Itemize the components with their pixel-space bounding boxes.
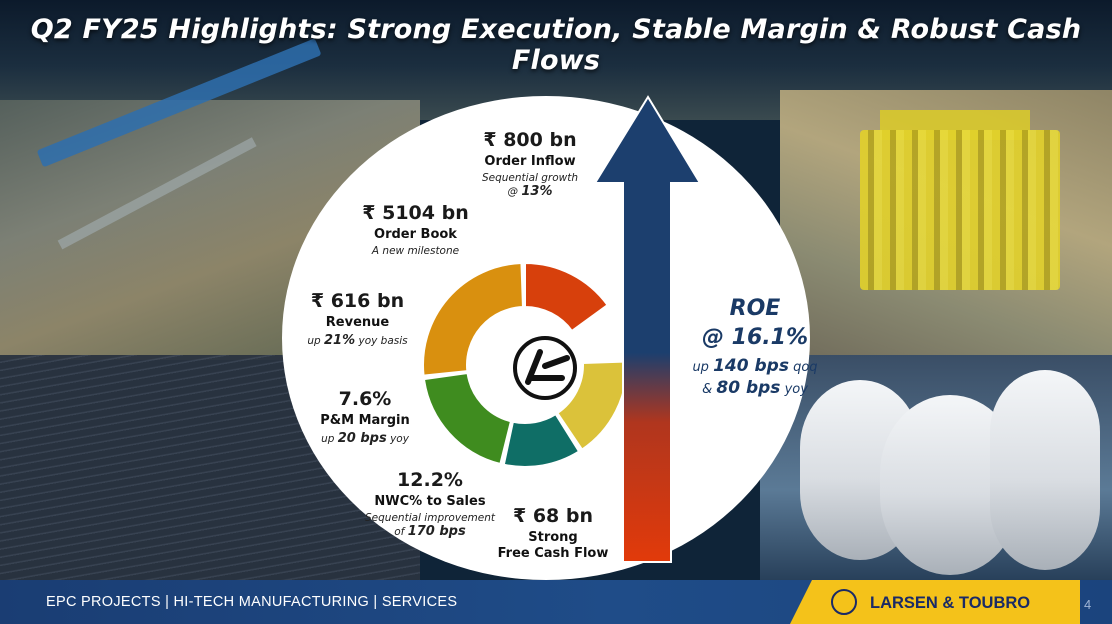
page-number: 4 <box>1084 597 1092 612</box>
roe-qoq: up 140 bps qoq <box>680 356 830 376</box>
lt-logo-icon <box>513 336 577 400</box>
platform-structure <box>860 130 1060 290</box>
nwc-value: 12.2% <box>397 469 463 491</box>
roe-block: ROE @ 16.1% up 140 bps qoq & 80 bps yoy <box>680 296 830 398</box>
roe-title: ROE <box>729 296 781 321</box>
margin-sub-pre: up <box>321 433 335 445</box>
order-book-label: Order Book <box>374 227 457 242</box>
fcf-label-1: Strong <box>528 530 578 545</box>
revenue-label: Revenue <box>325 315 390 330</box>
stat-order-book: ₹ 5104 bn Order Book A new milestone <box>353 202 478 257</box>
revenue-sub: up 21% yoy basis <box>295 333 420 348</box>
roe-yoy-post: yoy <box>784 382 808 397</box>
nwc-label: NWC% to Sales <box>374 494 486 509</box>
nwc-sub: Sequential improvement of 170 bps <box>360 512 500 539</box>
footer-segments: EPC PROJECTS | HI-TECH MANUFACTURING | S… <box>46 594 458 610</box>
slide-title: Q2 FY25 Highlights: Strong Execution, St… <box>30 14 1082 76</box>
stat-fcf: ₹ 68 bn Strong Free Cash Flow <box>493 505 613 561</box>
stat-nwc: 12.2% NWC% to Sales Sequential improveme… <box>360 469 500 539</box>
revenue-growth: 21% <box>324 333 356 348</box>
fcf-value: ₹ 68 bn <box>512 505 594 527</box>
brand-logo-icon <box>831 589 857 615</box>
nwc-improvement: 170 bps <box>407 524 466 539</box>
order-inflow-label: Order Inflow <box>484 154 576 169</box>
stat-revenue: ₹ 616 bn Revenue up 21% yoy basis <box>295 290 420 348</box>
margin-sub: up 20 bps yoy <box>300 431 430 446</box>
stat-order-inflow: ₹ 800 bn Order Inflow Sequential growth … <box>470 129 590 199</box>
margin-label: P&M Margin <box>320 413 410 428</box>
vessel-3 <box>990 370 1100 570</box>
order-inflow-sub-at: @ <box>507 186 519 198</box>
revenue-sub-post: yoy basis <box>358 335 408 347</box>
brand-name: LARSEN & TOUBRO <box>870 594 1031 612</box>
nwc-sub-of: of <box>394 526 405 538</box>
fcf-label-2: Free Cash Flow <box>497 546 609 561</box>
roe-yoy-pre: & <box>702 382 713 397</box>
order-inflow-sub-text: Sequential growth <box>481 172 579 184</box>
roe-yoy-bps: 80 bps <box>716 378 781 398</box>
order-book-value: ₹ 5104 bn <box>362 202 469 224</box>
roe-yoy: & 80 bps yoy <box>680 378 830 398</box>
roe-qoq-post: qoq <box>793 360 818 375</box>
order-inflow-growth: 13% <box>521 184 553 199</box>
order-book-sub: A new milestone <box>371 245 460 257</box>
roe-value: @ 16.1% <box>702 325 808 350</box>
order-inflow-sub: Sequential growth @ 13% <box>470 172 590 199</box>
margin-sub-post: yoy <box>390 433 409 445</box>
margin-growth: 20 bps <box>337 431 387 446</box>
segment-margin <box>502 412 581 468</box>
stat-margin: 7.6% P&M Margin up 20 bps yoy <box>300 388 430 446</box>
nwc-sub-text: Sequential improvement <box>365 512 495 524</box>
margin-value: 7.6% <box>338 388 392 410</box>
revenue-sub-pre: up <box>307 335 321 347</box>
roe-qoq-pre: up <box>692 360 709 375</box>
growth-arrow <box>593 95 702 563</box>
revenue-value: ₹ 616 bn <box>310 290 405 312</box>
roe-qoq-bps: 140 bps <box>713 356 789 376</box>
order-inflow-value: ₹ 800 bn <box>483 129 577 151</box>
